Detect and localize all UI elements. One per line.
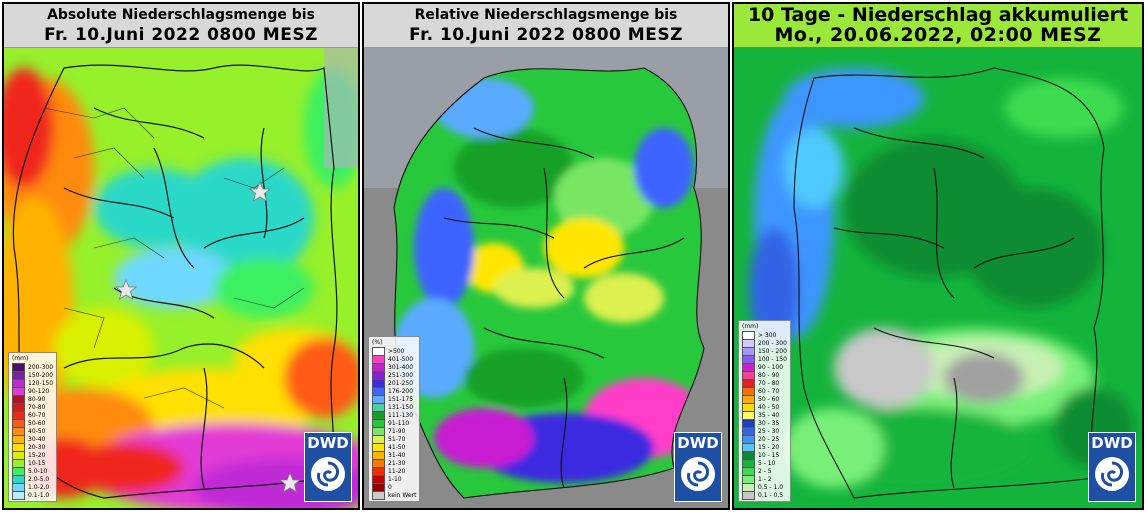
- legend-label: 151-175: [388, 395, 414, 403]
- legend-label: 0.1-1.0: [28, 491, 50, 499]
- legend-label: 71-90: [388, 427, 406, 435]
- panel-absolute-precipitation: Absolute Niederschlagsmenge bis Fr. 10.J…: [2, 2, 360, 510]
- panel-title: 10 Tage - Niederschlag akkumuliert Mo., …: [734, 4, 1142, 48]
- legend-label: 41-50: [388, 443, 406, 451]
- legend-swatch: [372, 490, 385, 500]
- dwd-logo-text: DWD: [1091, 434, 1133, 452]
- legend-label: 90-120: [28, 387, 50, 395]
- legend-label: 21-30: [388, 459, 406, 467]
- legend-swatch: [742, 490, 755, 500]
- legend-label: 5 - 10: [758, 459, 776, 467]
- precipitation-map: [364, 48, 728, 508]
- legend-label: 200-300: [28, 363, 54, 371]
- legend-label: 70-80: [28, 403, 46, 411]
- legend: (%) >500 401-500 301-400 251-300 201-250 176-…: [368, 336, 421, 502]
- star-icon: [248, 180, 272, 202]
- legend-label: 2 - 5: [758, 467, 772, 475]
- legend-label: 111-130: [388, 411, 414, 419]
- legend-label: 80-90: [28, 395, 46, 403]
- legend-unit: (mm): [742, 323, 759, 330]
- legend-label: 30 - 35: [758, 419, 780, 427]
- legend-label: 1-10: [388, 475, 402, 483]
- legend-label: 50-60: [28, 419, 46, 427]
- legend-label: 0: [388, 483, 392, 491]
- precipitation-map: [734, 48, 1142, 508]
- legend-label: 5.0-10: [28, 467, 48, 475]
- dwd-logo: DWD: [674, 432, 722, 502]
- legend-label: 31-40: [388, 451, 406, 459]
- precipitation-map: [4, 48, 358, 508]
- legend-label: 200 - 300: [758, 339, 787, 347]
- legend-label: 301-400: [388, 363, 414, 371]
- dwd-logo-text: DWD: [677, 434, 719, 452]
- legend-label: 10 - 15: [758, 451, 780, 459]
- legend-label: 51-70: [388, 435, 406, 443]
- legend-entry: 0.1-1.0: [12, 490, 53, 500]
- legend-entry: 0.1 - 0.5: [742, 490, 787, 500]
- legend-label: 20-30: [28, 443, 46, 451]
- legend-label: 70 - 80: [758, 379, 780, 387]
- legend-label: 401-500: [388, 355, 414, 363]
- legend-label: 91-110: [388, 419, 410, 427]
- dwd-logo-text: DWD: [307, 434, 349, 452]
- legend-label: 50 - 60: [758, 395, 780, 403]
- legend: (mm) > 300 200 - 300 150 - 200 100 - 150 90 …: [738, 320, 791, 502]
- legend-label: 131-150: [388, 403, 414, 411]
- legend-label: 40-50: [28, 427, 46, 435]
- panel-relative-precipitation: Relative Niederschlagsmenge bis Fr. 10.J…: [362, 2, 730, 510]
- legend-label: 80 - 90: [758, 371, 780, 379]
- legend-label: 100 - 150: [758, 355, 787, 363]
- legend-label: 1.0-2.0: [28, 483, 50, 491]
- legend-label: 15-20: [28, 451, 46, 459]
- title-line-1: 10 Tage - Niederschlag akkumuliert: [747, 4, 1129, 26]
- panel-title: Absolute Niederschlagsmenge bis Fr. 10.J…: [4, 4, 358, 48]
- legend-label: 251-300: [388, 371, 414, 379]
- legend-unit: (mm): [12, 355, 29, 362]
- star-icon: [278, 471, 302, 493]
- legend-label: 201-250: [388, 379, 414, 387]
- panel-10-day-accumulated: 10 Tage - Niederschlag akkumuliert Mo., …: [732, 2, 1144, 510]
- legend-label: 2.0-5.0: [28, 475, 50, 483]
- legend-label: 0.5 - 1.0: [758, 483, 784, 491]
- legend-label: 150 - 200: [758, 347, 787, 355]
- legend-label: kein Wert: [388, 491, 417, 499]
- legend: (mm) 200-300 150-200 120-150 90-120 80-90 70-…: [8, 352, 58, 502]
- swirl-icon: [311, 457, 345, 491]
- legend-swatch: [12, 490, 25, 500]
- legend-label: 10-15: [28, 459, 46, 467]
- dwd-logo: DWD: [304, 432, 352, 502]
- legend-label: 25 - 30: [758, 427, 780, 435]
- legend-label: 11-20: [388, 467, 406, 475]
- legend-label: 30-40: [28, 435, 46, 443]
- legend-label: 15 - 20: [758, 443, 780, 451]
- legend-label: 35 - 40: [758, 411, 780, 419]
- title-line-1: Relative Niederschlagsmenge bis: [414, 7, 678, 23]
- swirl-icon: [681, 457, 715, 491]
- legend-unit: (%): [372, 339, 383, 346]
- title-line-2: Fr. 10.Juni 2022 0800 MESZ: [409, 25, 683, 45]
- legend-label: 90 - 100: [758, 363, 784, 371]
- panel-title: Relative Niederschlagsmenge bis Fr. 10.J…: [364, 4, 728, 48]
- legend-label: 60-70: [28, 411, 46, 419]
- title-line-2: Mo., 20.06.2022, 02:00 MESZ: [774, 24, 1102, 46]
- title-line-2: Fr. 10.Juni 2022 0800 MESZ: [44, 25, 318, 45]
- star-icon: [114, 278, 138, 300]
- legend-label: 150-200: [28, 371, 54, 379]
- dwd-logo: DWD: [1088, 432, 1136, 502]
- legend-label: 0.1 - 0.5: [758, 491, 784, 499]
- legend-label: 120-150: [28, 379, 54, 387]
- legend-label: 176-200: [388, 387, 414, 395]
- legend-label: 1 - 2: [758, 475, 772, 483]
- legend-label: > 300: [758, 331, 777, 339]
- legend-label: >500: [388, 347, 405, 355]
- title-line-1: Absolute Niederschlagsmenge bis: [47, 7, 315, 23]
- swirl-icon: [1095, 457, 1129, 491]
- legend-entry: kein Wert: [372, 490, 417, 500]
- legend-label: 20 - 25: [758, 435, 780, 443]
- legend-label: 60 - 70: [758, 387, 780, 395]
- legend-label: 40 - 50: [758, 403, 780, 411]
